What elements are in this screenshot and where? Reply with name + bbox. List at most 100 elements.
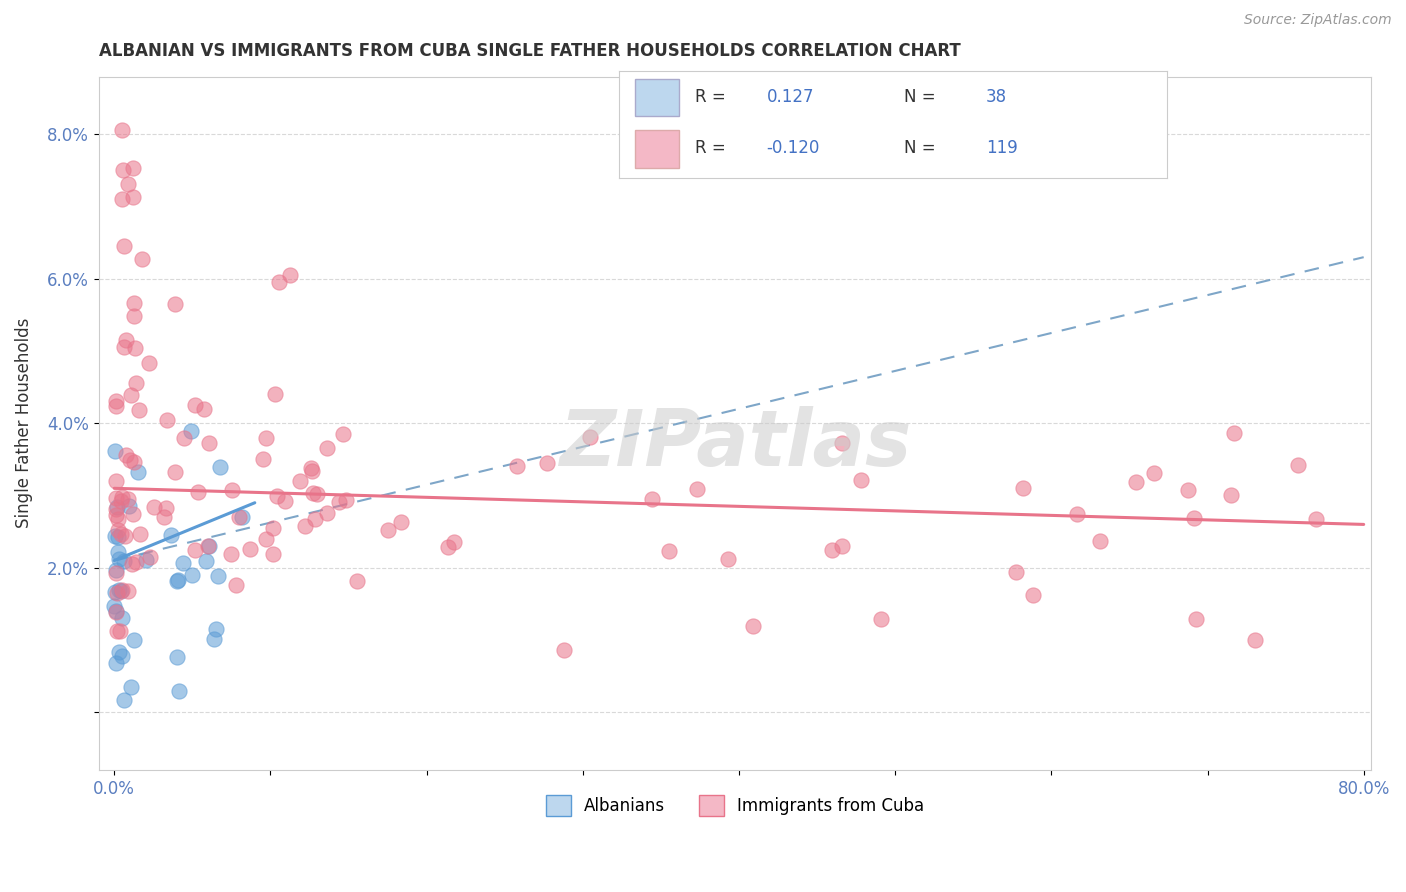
Point <box>121 161 143 176</box>
Point <box>219 547 242 561</box>
Point <box>267 275 290 289</box>
Point <box>851 473 873 487</box>
Point <box>111 582 134 597</box>
Point <box>198 539 221 553</box>
Point <box>129 527 152 541</box>
Point <box>346 574 368 588</box>
Point <box>107 545 129 559</box>
Point <box>536 456 558 470</box>
Point <box>114 448 136 462</box>
Point <box>195 553 218 567</box>
Point <box>239 541 262 556</box>
Point <box>125 376 148 390</box>
Point <box>256 431 278 445</box>
Point <box>252 452 274 467</box>
Point <box>104 393 127 408</box>
Text: ZIPatlas: ZIPatlas <box>560 406 911 482</box>
Point <box>204 632 226 646</box>
Point <box>184 398 207 412</box>
Point <box>717 552 740 566</box>
Point <box>114 529 136 543</box>
Point <box>104 491 127 506</box>
Point <box>443 534 465 549</box>
Point <box>821 543 844 558</box>
Point <box>117 583 139 598</box>
Point <box>1222 425 1244 440</box>
Point <box>172 556 194 570</box>
Point <box>124 632 146 647</box>
Point <box>307 487 329 501</box>
Point <box>105 605 128 619</box>
Point <box>107 530 129 544</box>
FancyBboxPatch shape <box>636 78 679 116</box>
Point <box>104 584 127 599</box>
Point <box>1012 481 1035 495</box>
Point <box>209 460 232 475</box>
Point <box>105 586 128 600</box>
Point <box>294 519 316 533</box>
Point <box>1005 565 1028 579</box>
Point <box>125 555 148 569</box>
Y-axis label: Single Father Households: Single Father Households <box>15 318 32 528</box>
Text: 38: 38 <box>986 88 1007 106</box>
Point <box>1090 534 1112 549</box>
Point <box>316 441 339 455</box>
Point <box>110 527 132 541</box>
Point <box>183 542 205 557</box>
Text: ALBANIAN VS IMMIGRANTS FROM CUBA SINGLE FATHER HOUSEHOLDS CORRELATION CHART: ALBANIAN VS IMMIGRANTS FROM CUBA SINGLE … <box>98 42 960 60</box>
Point <box>579 430 602 444</box>
Point <box>1125 475 1147 490</box>
Point <box>138 356 160 370</box>
Point <box>104 474 127 488</box>
Point <box>302 486 325 500</box>
Point <box>104 656 127 670</box>
Point <box>166 649 188 664</box>
Point <box>118 453 141 467</box>
Point <box>262 547 284 561</box>
Point <box>115 333 138 347</box>
Point <box>335 492 357 507</box>
Point <box>553 643 575 657</box>
Point <box>167 573 190 587</box>
Point <box>640 492 662 507</box>
Point <box>117 177 139 191</box>
Point <box>112 162 135 177</box>
Point <box>105 604 128 618</box>
Point <box>163 466 186 480</box>
Point <box>160 528 183 542</box>
Point <box>197 539 219 553</box>
Point <box>221 483 243 497</box>
Point <box>104 443 127 458</box>
Point <box>205 622 228 636</box>
Legend: Albanians, Immigrants from Cuba: Albanians, Immigrants from Cuba <box>537 787 932 824</box>
Point <box>1182 511 1205 525</box>
Text: Source: ZipAtlas.com: Source: ZipAtlas.com <box>1244 13 1392 28</box>
Point <box>111 490 134 504</box>
Text: N =: N = <box>904 139 935 157</box>
Point <box>685 482 707 496</box>
Point <box>315 506 337 520</box>
Point <box>107 523 129 537</box>
Point <box>1244 632 1267 647</box>
Point <box>122 507 145 521</box>
Point <box>332 426 354 441</box>
Point <box>389 516 412 530</box>
Point <box>111 123 134 137</box>
Point <box>128 403 150 417</box>
Point <box>165 297 187 311</box>
Text: R =: R = <box>696 139 725 157</box>
Point <box>166 574 188 588</box>
Point <box>139 549 162 564</box>
Point <box>124 342 146 356</box>
Point <box>288 474 311 488</box>
Point <box>180 568 202 582</box>
Point <box>299 461 322 475</box>
Point <box>278 268 301 283</box>
Point <box>135 553 157 567</box>
Point <box>104 399 127 413</box>
Point <box>103 599 125 613</box>
Point <box>127 466 149 480</box>
Point <box>254 532 277 546</box>
Text: 0.127: 0.127 <box>766 88 814 106</box>
Point <box>436 540 458 554</box>
